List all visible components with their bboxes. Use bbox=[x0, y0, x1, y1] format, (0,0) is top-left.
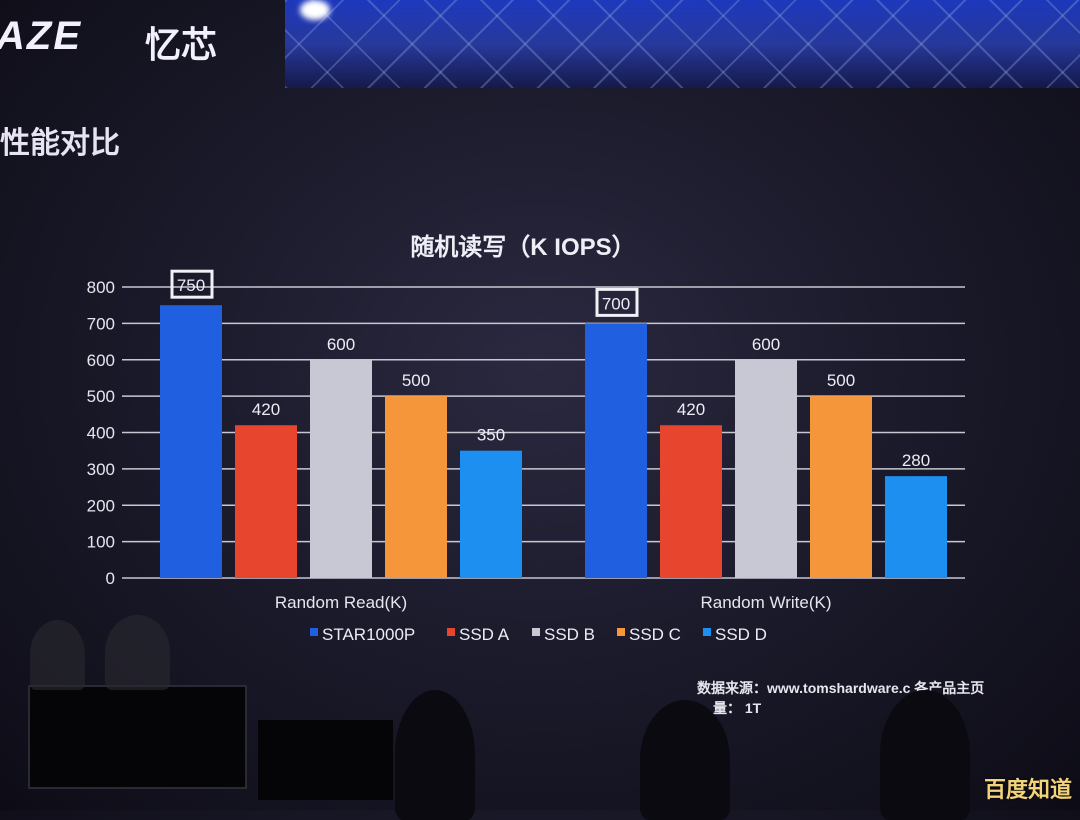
data-label: 700 bbox=[602, 294, 630, 313]
data-label: 350 bbox=[477, 426, 505, 445]
slide-title: 性能对比 bbox=[0, 127, 120, 160]
bar-ssd-a bbox=[235, 425, 297, 578]
legend-label: SSD A bbox=[459, 625, 510, 644]
data-label: 600 bbox=[752, 335, 780, 354]
bar-ssd-c bbox=[385, 396, 447, 578]
audience-silhouette bbox=[30, 620, 85, 690]
data-label: 420 bbox=[252, 400, 280, 419]
highlight-box bbox=[170, 269, 214, 299]
y-tick-label: 300 bbox=[87, 460, 115, 479]
spotlight bbox=[300, 0, 330, 20]
y-tick-label: 100 bbox=[87, 533, 115, 552]
bar-ssd-d bbox=[460, 450, 522, 578]
watermark: 百度知道 bbox=[983, 777, 1072, 802]
data-label: 420 bbox=[677, 400, 705, 419]
y-tick-label: 400 bbox=[87, 424, 115, 443]
audience-head bbox=[880, 690, 970, 820]
highlight-box bbox=[595, 287, 639, 317]
legend-swatch bbox=[617, 628, 625, 636]
bar-ssd-a bbox=[660, 425, 722, 578]
legend-swatch bbox=[703, 628, 711, 636]
data-label: 600 bbox=[327, 335, 355, 354]
legend-label: SSD D bbox=[715, 625, 767, 644]
stage-monitor bbox=[28, 685, 247, 789]
legend-label: STAR1000P bbox=[322, 625, 415, 644]
legend-label: SSD C bbox=[629, 625, 681, 644]
y-tick-label: 200 bbox=[87, 496, 115, 515]
y-tick-label: 600 bbox=[87, 351, 115, 370]
bar-star1000p bbox=[585, 323, 647, 578]
bar-ssd-d bbox=[885, 476, 947, 578]
y-tick-label: 800 bbox=[87, 278, 115, 297]
capacity-line: 量： 1T bbox=[713, 700, 762, 716]
data-label: 500 bbox=[827, 371, 855, 390]
audience-silhouette bbox=[105, 615, 170, 690]
x-category-label: Random Write(K) bbox=[701, 593, 832, 612]
bar-star1000p bbox=[160, 305, 222, 578]
audience-head bbox=[640, 700, 730, 820]
audience-head bbox=[395, 690, 475, 820]
stage-lights bbox=[285, 0, 1080, 88]
y-tick-label: 0 bbox=[106, 569, 115, 588]
bar-ssd-b bbox=[735, 359, 797, 578]
legend-swatch bbox=[532, 628, 540, 636]
bar-ssd-b bbox=[310, 359, 372, 578]
brand-name-cn: 忆芯 bbox=[145, 24, 218, 65]
y-tick-label: 700 bbox=[87, 314, 115, 333]
data-label: 500 bbox=[402, 371, 430, 390]
data-label: 280 bbox=[902, 451, 930, 470]
bar-ssd-c bbox=[810, 396, 872, 578]
brand-logo: AZE bbox=[0, 14, 82, 58]
legend-label: SSD B bbox=[544, 625, 595, 644]
legend-swatch bbox=[310, 628, 318, 636]
data-label: 750 bbox=[177, 276, 205, 295]
y-tick-label: 500 bbox=[87, 387, 115, 406]
legend-swatch bbox=[447, 628, 455, 636]
x-category-label: Random Read(K) bbox=[275, 593, 407, 612]
chart-title: 随机读写（K IOPS） bbox=[410, 234, 635, 261]
stage-monitor bbox=[258, 720, 393, 800]
